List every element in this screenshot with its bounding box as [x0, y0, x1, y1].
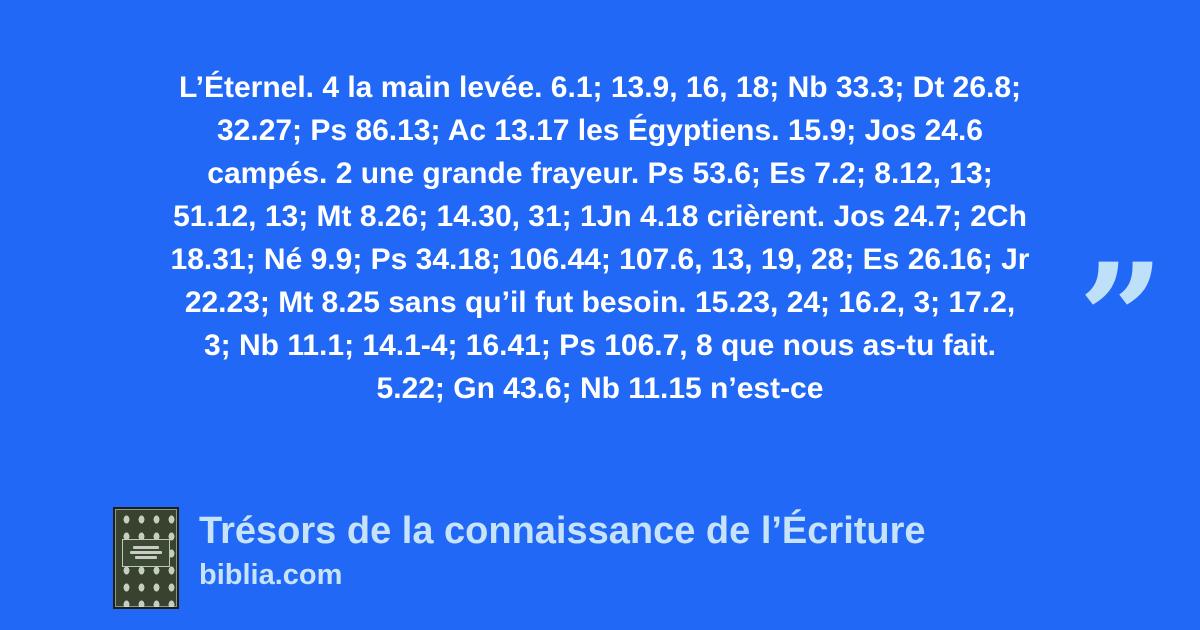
book-cover-title-panel	[122, 539, 170, 567]
site-name: biblia.com	[199, 559, 343, 591]
quote-line: 3; Nb 11.1; 14.1-4; 16.41; Ps 106.7, 8 q…	[204, 329, 996, 362]
quote-line: L’Éternel. 4 la main levée. 6.1; 13.9, 1…	[178, 71, 1022, 104]
close-quote-icon: ”	[1078, 231, 1165, 407]
quote-line: 32.27; Ps 86.13; Ac 13.17 les Égyptiens.…	[216, 114, 983, 147]
footer-text: Trésors de la connaissance de l’Écriture…	[199, 507, 926, 592]
quote-line: campés. 2 une grande frayeur. Ps 53.6; E…	[207, 157, 993, 190]
quote-text: L’Éternel. 4 la main levée. 6.1; 13.9, 1…	[100, 66, 1100, 410]
quote-line: 18.31; Né 9.9; Ps 34.18; 106.44; 107.6, …	[170, 243, 1030, 276]
book-cover-title-line	[133, 546, 159, 549]
book-cover-thumbnail	[113, 507, 179, 609]
quote-line: 51.12, 13; Mt 8.26; 14.30, 31; 1Jn 4.18 …	[173, 200, 1027, 233]
quote-line: 22.23; Mt 8.25 sans qu’il fut besoin. 15…	[184, 286, 1016, 319]
book-cover-title-line	[130, 551, 162, 554]
quote-line: 5.22; Gn 43.6; Nb 11.15 n’est-ce	[376, 372, 824, 405]
open-quote-icon: “	[46, 0, 133, 101]
resource-title: Trésors de la connaissance de l’Écriture	[199, 510, 926, 552]
book-cover-title-line	[135, 556, 157, 559]
footer: Trésors de la connaissance de l’Écriture…	[113, 507, 926, 609]
